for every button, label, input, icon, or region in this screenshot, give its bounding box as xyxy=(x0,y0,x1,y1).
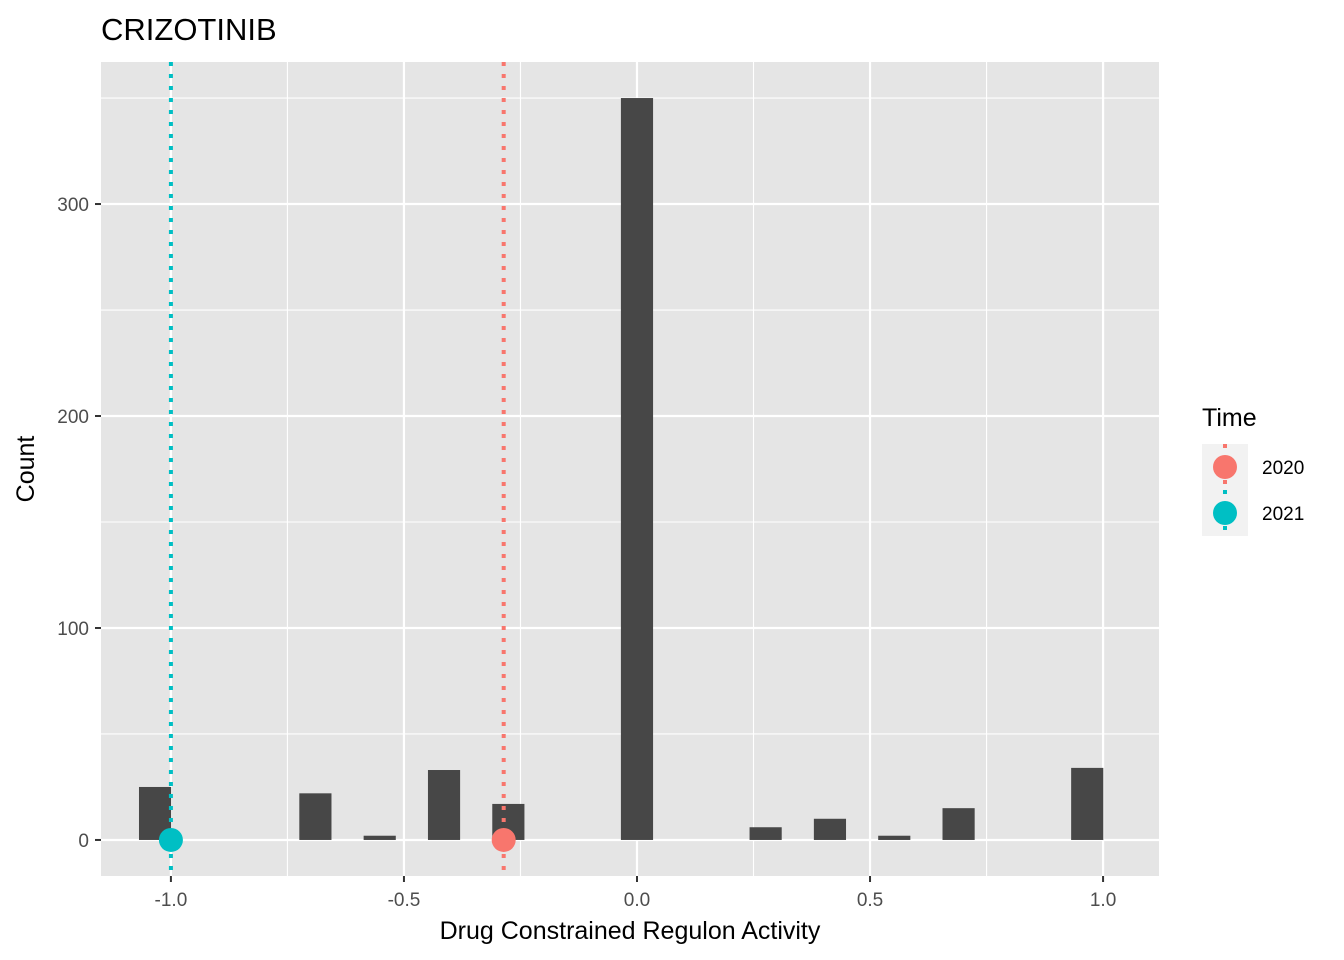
legend-key-point-2020 xyxy=(1213,455,1237,479)
series-points xyxy=(158,827,516,852)
histogram-bar xyxy=(427,770,461,840)
reference-lines xyxy=(168,62,506,876)
y-tick-label: 0 xyxy=(78,831,89,852)
histogram-bars xyxy=(138,98,1104,840)
legend-label-2021: 2021 xyxy=(1262,504,1304,525)
histogram-bar xyxy=(813,818,847,840)
chart-title: CRIZOTINIB xyxy=(101,12,277,47)
x-axis-title: Drug Constrained Regulon Activity xyxy=(440,917,821,945)
histogram-bar xyxy=(1071,767,1104,840)
histogram-bar xyxy=(942,808,975,840)
major-gridlines xyxy=(101,62,1159,876)
x-tick-label: 0.5 xyxy=(857,890,883,911)
x-tick-label: 1.0 xyxy=(1090,890,1116,911)
histogram-bar xyxy=(620,98,654,840)
y-axis-title: Count xyxy=(12,436,40,503)
legend-title: Time xyxy=(1202,404,1257,432)
legend-label-2020: 2020 xyxy=(1262,458,1304,479)
legend: Time 2020 2021 xyxy=(1202,404,1304,536)
y-axis: 0 100 200 300 xyxy=(57,195,101,852)
histogram-bar xyxy=(749,827,782,840)
x-tick-label: 0.0 xyxy=(624,890,650,911)
legend-key-point-2021 xyxy=(1213,501,1237,525)
x-axis: -1.0 -0.5 0.0 0.5 1.0 xyxy=(155,876,1116,911)
y-tick-label: 200 xyxy=(57,407,89,428)
y-tick-label: 300 xyxy=(57,195,89,216)
point-2021 xyxy=(158,827,183,852)
x-tick-label: -1.0 xyxy=(155,890,188,911)
histogram-bar xyxy=(878,835,911,840)
x-tick-label: -0.5 xyxy=(388,890,421,911)
point-2020 xyxy=(491,827,516,852)
histogram-bar xyxy=(299,793,332,840)
histogram-bar xyxy=(363,835,396,840)
y-tick-label: 100 xyxy=(57,619,89,640)
